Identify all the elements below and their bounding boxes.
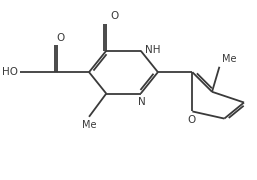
Text: Me: Me (82, 120, 96, 130)
Text: HO: HO (2, 67, 18, 77)
Text: O: O (111, 11, 119, 21)
Text: O: O (57, 33, 65, 43)
Text: Me: Me (222, 54, 236, 64)
Text: N: N (138, 97, 146, 107)
Text: O: O (187, 115, 195, 125)
Text: NH: NH (145, 45, 161, 55)
